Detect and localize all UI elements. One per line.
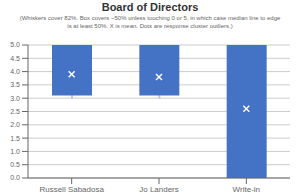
svg-text:Write-in: Write-in [233, 185, 260, 194]
svg-text:1.5: 1.5 [10, 135, 20, 142]
svg-text:4.5: 4.5 [10, 55, 20, 62]
html-text:(Whiskers cover 82%. Box cover: (Whiskers cover 82%. Box covers ~50% unl… [19, 15, 281, 29]
svg-text:4.0: 4.0 [10, 68, 20, 75]
svg-text:0.5: 0.5 [10, 161, 20, 168]
svg-text:5.0: 5.0 [10, 41, 20, 48]
svg-text:3.5: 3.5 [10, 81, 20, 88]
svg-text:Russell Sabadosa: Russell Sabadosa [39, 185, 104, 194]
svg-text:Jo Landers: Jo Landers [139, 185, 179, 194]
html-text:Board of Directors: Board of Directors [101, 1, 199, 13]
svg-text:3.0: 3.0 [10, 95, 20, 102]
svg-text:2.0: 2.0 [10, 121, 20, 128]
svg-text:1.0: 1.0 [10, 148, 20, 155]
svg-text:2.5: 2.5 [10, 108, 20, 115]
svg-text:0.0: 0.0 [10, 174, 20, 181]
